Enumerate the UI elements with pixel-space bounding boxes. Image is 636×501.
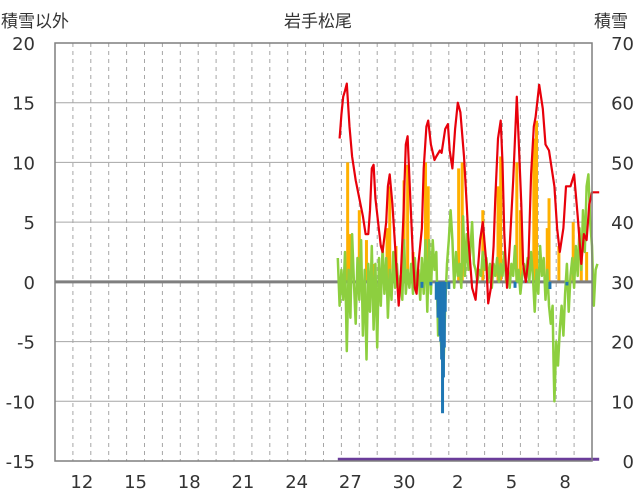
y-right-tick-label: 40	[611, 213, 634, 234]
x-tick-label: 24	[285, 472, 308, 493]
precipitation-bar	[545, 228, 549, 282]
y-left-tick-label: 5	[24, 213, 35, 234]
temperature-line	[338, 82, 600, 307]
precipitation-bar	[496, 186, 500, 282]
precipitation-bar	[518, 210, 522, 282]
precipitation-bar	[585, 252, 589, 282]
y-left-tick-label: -5	[17, 333, 35, 354]
x-tick-label: 2	[452, 472, 463, 493]
x-tick-label: 15	[124, 472, 147, 493]
negative-bar	[447, 281, 451, 290]
negative-bar	[548, 281, 552, 290]
precipitation-bar	[499, 156, 503, 282]
x-tick-label: 18	[178, 472, 201, 493]
y-right-tick-label: 20	[611, 333, 634, 354]
y-left-tick-label: -15	[6, 452, 35, 473]
precipitation-bar	[348, 234, 352, 282]
y-right-tick-label: 10	[611, 392, 634, 413]
negative-bar	[442, 281, 446, 348]
precipitation-bar	[426, 186, 430, 282]
x-tick-label: 27	[339, 472, 362, 493]
y-left-tick-label: 0	[24, 273, 35, 294]
y-right-tick-label: 30	[611, 273, 634, 294]
series-lines	[336, 82, 600, 461]
y-left-tick-label: -10	[6, 392, 35, 413]
precipitation-bar	[406, 164, 410, 282]
chart-title: 岩手松尾	[284, 12, 352, 32]
precipitation-bar	[571, 222, 575, 282]
negative-bar	[429, 281, 433, 286]
precipitation-bar	[388, 186, 392, 282]
precipitation-bar	[515, 162, 519, 282]
wind-line	[336, 173, 599, 403]
left-axis-label: 積雪以外	[1, 12, 69, 32]
precipitation-bar	[481, 210, 485, 282]
negative-bar	[565, 281, 569, 286]
precipitation-bar	[532, 138, 536, 282]
negative-bar	[513, 281, 517, 288]
negative-bar	[436, 281, 440, 318]
precipitation-bar	[402, 180, 406, 282]
precipitation-bar	[424, 162, 428, 282]
y-left-tick-label: 20	[12, 34, 35, 55]
y-right-tick-label: 70	[611, 34, 634, 55]
y-left-tick-label: 10	[12, 153, 35, 174]
precipitation-bar	[557, 246, 561, 282]
y-right-tick-label: 60	[611, 94, 634, 115]
precipitation-bar	[357, 210, 361, 282]
x-tick-label: 5	[506, 472, 517, 493]
negative-bar	[434, 281, 438, 300]
y-right-tick-label: 50	[611, 153, 634, 174]
y-right-tick-label: 0	[623, 452, 634, 473]
grid	[55, 42, 592, 462]
precipitation-bar	[385, 228, 389, 282]
precipitation-bars	[346, 120, 589, 282]
precipitation-bar	[535, 120, 539, 282]
y-left-tick-label: 15	[12, 94, 35, 115]
x-tick-label: 8	[559, 472, 570, 493]
precipitation-bar	[364, 240, 368, 282]
plot-frame	[54, 42, 593, 462]
right-axis-label: 積雪	[594, 12, 628, 32]
negative-bar	[420, 281, 424, 288]
x-tick-label: 12	[70, 472, 93, 493]
x-tick-label: 30	[393, 472, 416, 493]
precipitation-bar	[457, 168, 461, 282]
negative-bar	[443, 281, 447, 312]
precipitation-bar	[346, 162, 350, 282]
x-tick-label: 21	[231, 472, 254, 493]
precipitation-bar	[547, 198, 551, 282]
